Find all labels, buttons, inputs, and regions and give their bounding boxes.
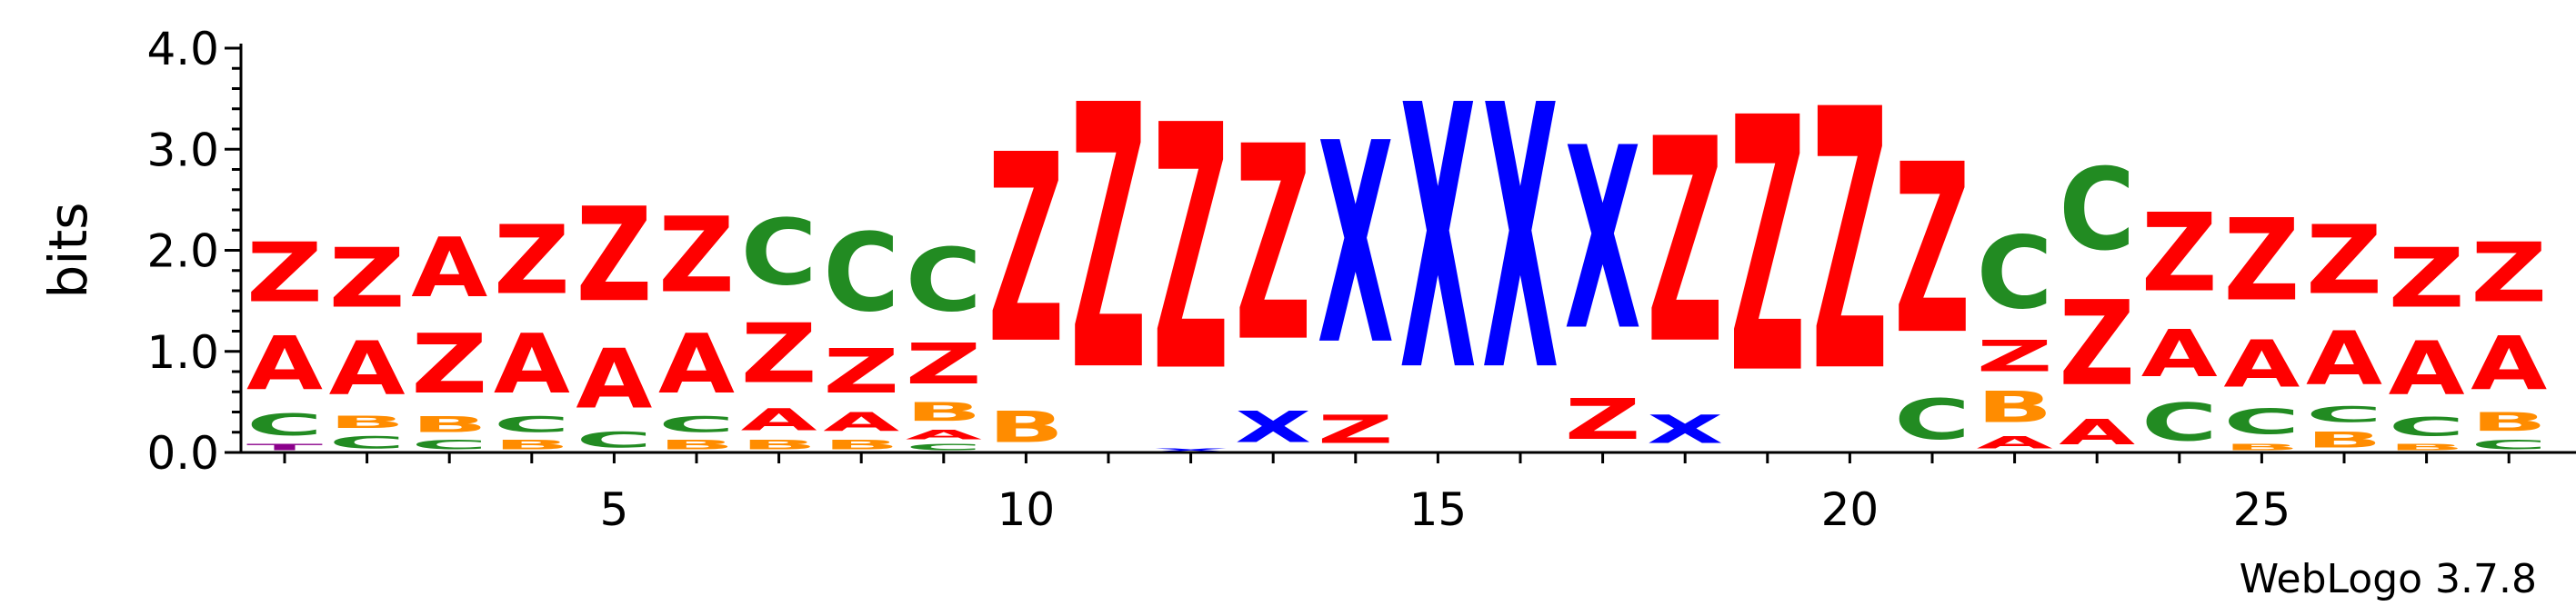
logo-glyph-pos24-z: Z: [2141, 190, 2218, 316]
logo-glyph-pos4-a: A: [494, 316, 570, 412]
logo-glyph-pos9-b: B: [906, 397, 982, 427]
logo-glyph-pos25-c: C: [2223, 402, 2300, 442]
logo-glyph-pos9-c: C: [906, 230, 982, 331]
logo-glyph-pos27-z: Z: [2389, 232, 2465, 326]
logo-glyph-pos5-z: Z: [576, 179, 652, 331]
logo-glyph-pos7-b: B: [741, 437, 817, 452]
logo-glyph-pos4-z: Z: [494, 206, 570, 316]
weblogo-credit: WebLogo 3.7.8: [2240, 556, 2537, 602]
logo-glyph-pos6-a: A: [658, 316, 735, 412]
logo-glyph-pos23-z: Z: [2059, 276, 2135, 412]
axis-layer: 0.0 1.0 2.0 3.0 4.0 5 10 15 20 25: [146, 23, 2576, 536]
y-tick-label: 4.0: [146, 23, 219, 75]
logo-glyph-pos3-b: B: [411, 412, 487, 438]
logo-glyph-pos18-x: X: [1647, 407, 1723, 452]
logo-glyph-pos8-z: Z: [823, 337, 899, 408]
logo-glyph-pos5-a: A: [576, 331, 652, 427]
logo-glyph-pos26-a: A: [2306, 316, 2382, 402]
logo-glyph-pos8-a: A: [823, 407, 899, 437]
logo-glyph-pos2-z: Z: [329, 232, 406, 326]
y-tick-label: 3.0: [146, 124, 219, 176]
logo-glyph-pos1-z: Z: [246, 226, 323, 321]
logo-glyph-pos5-c: C: [576, 427, 652, 452]
logo-glyph-pos7-a: A: [741, 402, 817, 438]
x-tick-label: 15: [1409, 483, 1468, 536]
logo-glyph-pos23-a: A: [2059, 412, 2135, 452]
logo-glyph-pos6-c: C: [658, 412, 735, 438]
y-tick-label: 0.0: [146, 427, 219, 480]
logo-glyph-pos9-a: A: [906, 427, 982, 442]
x-tick-label: 10: [997, 483, 1056, 536]
logo-glyph-pos12-x: X: [1153, 447, 1229, 452]
y-tick-label: 1.0: [146, 326, 219, 379]
logo-glyph-pos8-c: C: [823, 211, 899, 337]
logo-glyph-pos2-b: B: [329, 412, 406, 432]
logo-glyph-pos17-z: Z: [1565, 387, 1641, 452]
logo-glyph-pos27-a: A: [2389, 326, 2465, 412]
logo-glyph-pos22-z: Z: [1977, 332, 2053, 382]
logo-glyph-pos11-z: Z: [1070, 30, 1147, 452]
logo-glyph-pos9-z: Z: [906, 332, 982, 397]
logo-glyph-pos26-z: Z: [2306, 206, 2382, 316]
logo-glyph-pos13-x: X: [1235, 402, 1311, 452]
logo-glyph-pos27-c: C: [2389, 412, 2465, 442]
logo-glyph-pos1-a: A: [246, 321, 323, 407]
logo-glyph-pos3-c: C: [411, 437, 487, 452]
logo-glyph-pos26-c: C: [2306, 402, 2382, 428]
logo-glyph-pos8-b: B: [823, 437, 899, 452]
logo-glyph-pos18-z: Z: [1647, 80, 1723, 407]
logo-glyph-pos24-a: A: [2141, 316, 2218, 392]
logo-glyph-pos14-z: Z: [1318, 407, 1394, 452]
y-tick-label: 2.0: [146, 225, 219, 278]
logo-glyph-pos22-a: A: [1977, 432, 2053, 452]
logo-glyph-pos21-z: Z: [1894, 114, 1970, 386]
logo-glyph-pos27-b: B: [2389, 442, 2465, 452]
logo-glyph-pos4-b: B: [494, 437, 570, 452]
logo-glyph-pos28-a: A: [2471, 321, 2547, 407]
logo-glyph-pos4-c: C: [494, 412, 570, 438]
logo-glyph-pos10-z: Z: [987, 101, 1064, 402]
logo-glyph-pos17-x: X: [1565, 94, 1641, 386]
logo-glyph-pos14-x: X: [1318, 84, 1394, 406]
logo-glyph-pos2-c: C: [329, 432, 406, 452]
logo-glyph-pos28-b: B: [2471, 407, 2547, 437]
logo-glyph-pos16-x: X: [1482, 29, 1559, 452]
logo-glyph-pos22-b: B: [1977, 382, 2053, 432]
logo-glyph-pos25-a: A: [2223, 326, 2300, 402]
logo-glyph-pos1-c: C: [246, 407, 323, 442]
logo-glyph-pos24-c: C: [2141, 392, 2218, 452]
logo-glyph-pos21-c: C: [1894, 387, 1970, 452]
logo-glyph-pos13-z: Z: [1235, 89, 1311, 402]
logo-glyph-pos7-c: C: [741, 201, 817, 306]
logo-glyph-pos10-b: B: [987, 402, 1064, 452]
logo-glyph-pos28-z: Z: [2471, 226, 2547, 321]
logo-glyph-pos20-z: Z: [1811, 34, 1888, 452]
logo-glyph-pos26-b: B: [2306, 427, 2382, 452]
logo-glyph-pos25-z: Z: [2223, 196, 2300, 326]
logo-glyph-pos12-z: Z: [1153, 54, 1229, 446]
logo-glyph-pos1-t: T: [246, 442, 324, 452]
logo-glyph-pos9-c: C: [906, 442, 982, 452]
logo-glyph-pos28-c: C: [2471, 437, 2547, 452]
logo-glyph-pos19-z: Z: [1729, 45, 1806, 452]
x-tick-label: 25: [2233, 483, 2291, 536]
x-tick-label: 5: [599, 483, 628, 536]
logo-glyph-pos3-a: A: [411, 220, 487, 316]
logo-glyph-pos15-x: X: [1399, 29, 1476, 452]
y-axis-label: bits: [37, 203, 99, 299]
logo-glyph-pos25-b: B: [2223, 442, 2300, 452]
logo-glyph-pos2-a: A: [329, 326, 406, 412]
logo-glyph-pos6-z: Z: [658, 195, 735, 316]
logo-glyph-pos22-c: C: [1977, 216, 2053, 332]
logo-glyph-pos23-c: C: [2059, 145, 2135, 276]
logo-glyph-pos7-z: Z: [741, 307, 817, 402]
logo-glyph-pos6-b: B: [658, 437, 735, 452]
logo-glyph-pos3-z: Z: [411, 317, 487, 412]
x-tick-label: 20: [1821, 483, 1879, 536]
